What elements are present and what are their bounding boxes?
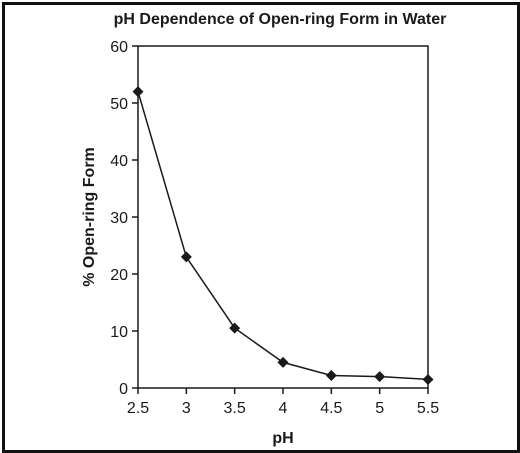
- y-axis: 0 10 20 30 40 50 60: [110, 39, 138, 398]
- plot-area: [137, 45, 429, 389]
- chart-title: pH Dependence of Open-ring Form in Water: [114, 11, 447, 28]
- x-axis-label: pH: [272, 430, 293, 447]
- y-tick-label: 10: [110, 324, 128, 341]
- x-tick-label: 5.5: [417, 400, 439, 417]
- data-point-marker: [229, 322, 241, 334]
- series-line: [137, 91, 429, 381]
- data-point-marker: [132, 86, 144, 98]
- y-axis-label: % Open-ring Form: [81, 147, 98, 287]
- x-tick-label: 4.5: [320, 400, 342, 417]
- x-tick-label: 2.5: [127, 400, 149, 417]
- data-point-marker: [277, 356, 289, 368]
- y-tick-label: 40: [110, 153, 128, 170]
- data-point-marker: [325, 369, 337, 381]
- data-point-marker: [422, 373, 434, 385]
- x-axis: 2.5 3 3.5 4 4.5 5 5.5: [127, 388, 439, 417]
- y-tick-label: 20: [110, 267, 128, 284]
- data-markers: [132, 86, 434, 385]
- y-tick-label: 0: [119, 381, 128, 398]
- x-tick-label: 4: [279, 400, 288, 417]
- x-tick-label: 3.5: [224, 400, 246, 417]
- x-tick-label: 5: [375, 400, 384, 417]
- data-point-marker: [374, 371, 386, 383]
- y-tick-label: 30: [110, 210, 128, 227]
- data-point-marker: [180, 251, 192, 263]
- y-tick-label: 50: [110, 96, 128, 113]
- y-tick-label: 60: [110, 39, 128, 56]
- x-tick-label: 3: [182, 400, 191, 417]
